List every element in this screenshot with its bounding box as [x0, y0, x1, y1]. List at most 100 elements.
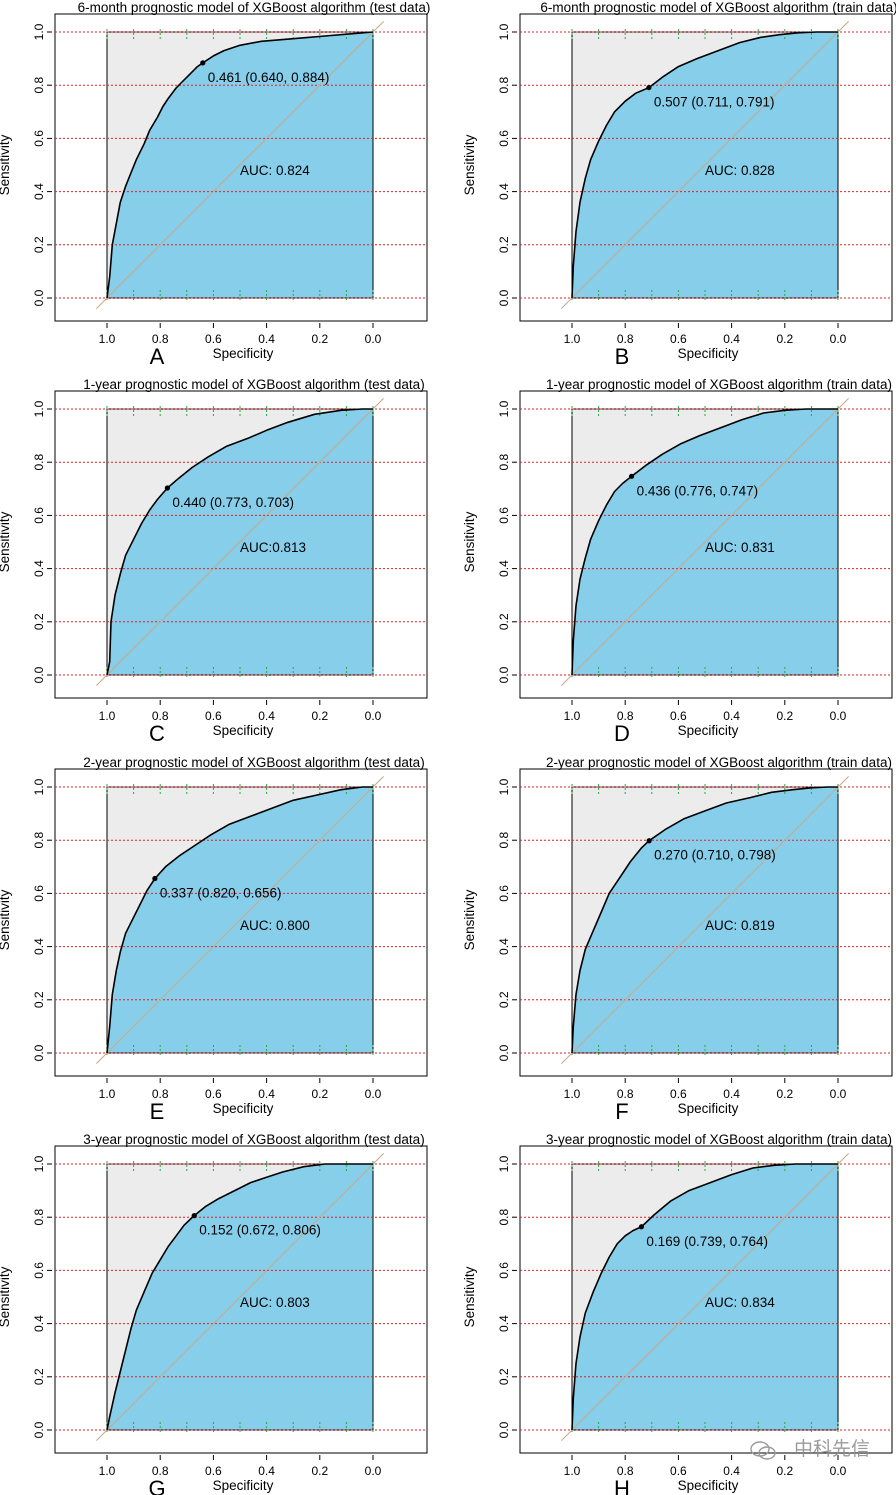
- x-tick-label: 0.4: [258, 1464, 275, 1478]
- x-tick-label: 0.6: [205, 1464, 222, 1478]
- y-axis-label: Sensitivity: [0, 134, 12, 195]
- y-tick-label: 0.6: [32, 130, 46, 147]
- roc-panel-g: 0.152 (0.672, 0.806) AUC: 0.803 3-year pro…: [0, 1132, 428, 1495]
- x-tick-label: 0.6: [670, 1464, 687, 1478]
- best-threshold-point: [164, 485, 170, 491]
- x-tick-label: 0.4: [723, 1464, 740, 1478]
- y-tick-label: 1.0: [497, 778, 511, 795]
- x-tick-label: 0.8: [152, 332, 169, 346]
- x-tick-label: 0.0: [365, 1464, 382, 1478]
- x-axis-label: Specificity: [678, 1478, 739, 1493]
- chart-title: 6-month prognostic model of XGBoost algo…: [540, 0, 896, 15]
- y-tick-label: 0.6: [32, 507, 46, 524]
- threshold-label: 0.337 (0.820, 0.656): [160, 886, 282, 901]
- x-tick-label: 0.6: [670, 1087, 687, 1101]
- best-threshold-point: [200, 60, 206, 66]
- y-tick-label: 0.6: [32, 885, 46, 902]
- panel-letter: C: [149, 721, 165, 746]
- plot-frame: [54, 390, 428, 699]
- y-axis-label: Sensitivity: [0, 511, 12, 572]
- diagonal-reference-line: [96, 398, 384, 686]
- y-tick-label: 0.0: [497, 289, 511, 306]
- auc-label: AUC: 0.800: [240, 918, 310, 933]
- y-tick-label: 0.4: [497, 1315, 511, 1332]
- roc-curve-line: [106, 31, 374, 299]
- plot-frame: [519, 13, 893, 322]
- y-axis-label: Sensitivity: [0, 889, 12, 950]
- x-tick-label: 0.8: [617, 709, 634, 723]
- x-tick-label: 1.0: [564, 1464, 581, 1478]
- y-tick-label: 0.6: [497, 507, 511, 524]
- auc-label: AUC:0.813: [240, 540, 306, 555]
- x-tick-label: 0.6: [670, 709, 687, 723]
- x-tick-label: 0.8: [617, 332, 634, 346]
- auc-label: AUC: 0.824: [240, 163, 310, 178]
- chart-title: 3-year prognostic model of XGBoost algor…: [83, 1132, 424, 1147]
- x-axis-label: Specificity: [213, 346, 274, 361]
- y-axis-label: Sensitivity: [0, 1266, 12, 1327]
- diagonal-reference-line: [561, 1153, 849, 1441]
- x-tick-label: 0.4: [723, 1087, 740, 1101]
- diagonal-reference-line: [561, 21, 849, 309]
- x-tick-label: 1.0: [99, 709, 116, 723]
- x-tick-label: 0.8: [152, 1464, 169, 1478]
- panel-letter: A: [150, 344, 165, 369]
- y-axis-label: Sensitivity: [462, 889, 477, 950]
- roc-curve-line: [106, 408, 373, 676]
- y-tick-label: 0.8: [32, 1209, 46, 1226]
- x-tick-label: 0.0: [365, 709, 382, 723]
- diagonal-reference-line: [96, 1153, 384, 1441]
- threshold-label: 0.440 (0.773, 0.703): [172, 495, 294, 510]
- threshold-label: 0.270 (0.710, 0.798): [654, 848, 776, 863]
- y-tick-label: 0.4: [32, 1315, 46, 1332]
- x-tick-label: 0.4: [258, 1087, 275, 1101]
- y-tick-label: 0.2: [497, 236, 511, 253]
- x-axis-label: Specificity: [213, 1101, 274, 1116]
- roc-panel-f: 0.270 (0.710, 0.798) AUC: 0.819 2-year pro…: [462, 755, 893, 1124]
- chart-title: 1-year prognostic model of XGBoost algor…: [546, 377, 892, 392]
- plot-frame: [519, 768, 893, 1077]
- threshold-label: 0.436 (0.776, 0.747): [637, 483, 759, 498]
- chart-title: 2-year prognostic model of XGBoost algor…: [546, 755, 892, 770]
- y-tick-label: 0.0: [32, 666, 46, 683]
- x-tick-label: 0.6: [670, 332, 687, 346]
- y-tick-label: 0.0: [497, 1421, 511, 1438]
- x-axis-label: Specificity: [678, 1101, 739, 1116]
- x-tick-label: 0.6: [205, 709, 222, 723]
- y-tick-label: 1.0: [497, 1155, 511, 1172]
- y-axis-label: Sensitivity: [462, 1266, 477, 1327]
- x-tick-label: 0.0: [830, 1087, 847, 1101]
- chart-title: 6-month prognostic model of XGBoost algo…: [78, 0, 431, 15]
- plot-frame: [54, 13, 428, 322]
- x-tick-label: 0.2: [776, 1087, 793, 1101]
- y-tick-label: 0.2: [32, 613, 46, 630]
- y-tick-label: 0.2: [497, 1368, 511, 1385]
- panel-letter: H: [614, 1476, 630, 1495]
- x-tick-label: 0.8: [152, 1087, 169, 1101]
- y-tick-label: 0.2: [497, 991, 511, 1008]
- y-tick-label: 0.8: [497, 77, 511, 94]
- chart-title: 1-year prognostic model of XGBoost algor…: [83, 377, 424, 392]
- x-axis-label: Specificity: [213, 723, 274, 738]
- roc-curve-line: [571, 408, 838, 676]
- x-tick-label: 0.0: [365, 1087, 382, 1101]
- chart-title: 3-year prognostic model of XGBoost algor…: [546, 1132, 892, 1147]
- y-axis-label: Sensitivity: [462, 511, 477, 572]
- diagonal-reference-line: [96, 776, 384, 1064]
- y-tick-label: 0.2: [32, 1368, 46, 1385]
- y-tick-label: 0.8: [32, 77, 46, 94]
- x-tick-label: 0.0: [830, 709, 847, 723]
- roc-panel-e: 0.337 (0.820, 0.656) AUC: 0.800 2-year pro…: [0, 755, 428, 1124]
- y-tick-label: 0.8: [497, 1209, 511, 1226]
- x-tick-label: 0.0: [365, 332, 382, 346]
- x-tick-label: 0.0: [830, 332, 847, 346]
- threshold-label: 0.152 (0.672, 0.806): [199, 1223, 321, 1238]
- threshold-label: 0.507 (0.711, 0.791): [654, 95, 775, 110]
- plot-frame: [54, 1145, 428, 1454]
- y-tick-label: 0.8: [497, 832, 511, 849]
- y-tick-label: 0.2: [32, 991, 46, 1008]
- x-tick-label: 0.8: [617, 1087, 634, 1101]
- auc-label: AUC: 0.819: [705, 918, 775, 933]
- x-axis-label: Specificity: [678, 723, 739, 738]
